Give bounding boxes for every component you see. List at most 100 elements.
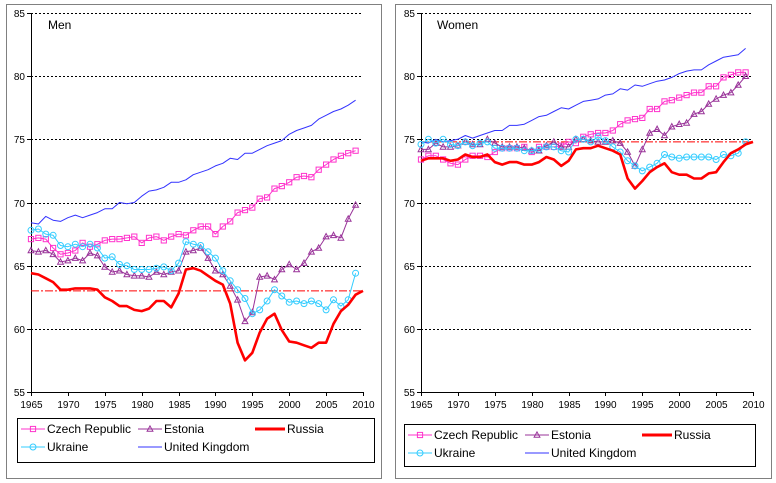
y-tick-label: 85 xyxy=(404,9,416,20)
marker-square-czech-republic xyxy=(330,156,337,163)
marker-circle-ukraine xyxy=(528,147,536,155)
marker-circle-ukraine xyxy=(263,297,271,305)
marker-triangle-estonia xyxy=(152,267,161,275)
marker-square-czech-republic xyxy=(264,194,271,201)
marker-triangle-estonia xyxy=(219,270,227,278)
marker-square-czech-republic xyxy=(300,172,308,180)
marker-circle-ukraine xyxy=(71,240,79,248)
series-line-russia xyxy=(30,266,364,362)
marker-circle-ukraine xyxy=(469,142,477,150)
legend-label-ukraine: Ukraine xyxy=(434,446,476,460)
marker-triangle-estonia xyxy=(727,88,735,96)
marker-triangle-estonia xyxy=(42,246,50,254)
marker-square-czech-republic xyxy=(182,232,190,239)
marker-circle-ukraine xyxy=(498,144,506,152)
marker-circle-ukraine xyxy=(29,443,37,451)
x-tick-label: 2000 xyxy=(668,400,691,411)
legend-item-united-kingdom: United Kingdom xyxy=(138,440,249,454)
marker-triangle-estonia xyxy=(314,243,323,251)
marker-square-czech-republic xyxy=(123,234,131,242)
marker-circle-ukraine xyxy=(624,157,632,165)
marker-circle-ukraine xyxy=(285,298,293,306)
y-tick-label: 60 xyxy=(14,325,26,336)
marker-square-czech-republic xyxy=(352,147,359,154)
marker-triangle-estonia xyxy=(616,138,624,146)
marker-square-czech-republic xyxy=(286,179,293,186)
x-tick-label: 1970 xyxy=(447,400,470,411)
legend: Czech Republic Estonia Russia Ukraine United… xyxy=(17,418,375,463)
marker-triangle-estonia xyxy=(93,251,102,259)
marker-triangle-estonia xyxy=(535,146,543,154)
marker-square-czech-republic xyxy=(735,69,742,76)
marker-circle-ukraine xyxy=(152,264,160,272)
marker-square-czech-republic xyxy=(35,234,42,242)
marker-circle-ukraine xyxy=(211,254,219,262)
marker-triangle-estonia xyxy=(498,142,506,150)
marker-square-czech-republic xyxy=(315,166,322,173)
y-tick-label: 55 xyxy=(404,388,416,399)
marker-triangle-estonia xyxy=(653,125,661,132)
x-tick-label: 1980 xyxy=(131,400,154,411)
marker-circle-ukraine xyxy=(483,138,491,146)
legend-label-estonia: Estonia xyxy=(551,428,591,442)
marker-circle-ukraine xyxy=(130,266,138,273)
marker-triangle-estonia xyxy=(623,147,632,155)
marker-triangle-estonia xyxy=(741,72,750,79)
marker-triangle-estonia xyxy=(182,247,190,255)
marker-triangle-estonia xyxy=(241,317,249,325)
marker-square-czech-republic xyxy=(64,249,72,257)
marker-circle-ukraine xyxy=(720,151,727,158)
marker-triangle-estonia xyxy=(734,80,742,88)
marker-square-czech-republic xyxy=(713,83,720,90)
marker-circle-ukraine xyxy=(315,300,323,308)
marker-square-czech-republic xyxy=(131,233,138,240)
marker-circle-ukraine xyxy=(226,277,234,285)
legend-item-estonia: Estonia xyxy=(525,428,591,442)
marker-circle-ukraine xyxy=(138,266,146,273)
marker-circle-ukraine xyxy=(432,139,440,147)
marker-square-czech-republic xyxy=(646,105,653,113)
marker-triangle-estonia xyxy=(439,142,447,150)
marker-square-czech-republic xyxy=(256,195,263,202)
panel-title: Women xyxy=(437,18,478,32)
marker-square-czech-republic xyxy=(609,127,616,134)
marker-triangle-estonia xyxy=(108,267,116,275)
marker-triangle-estonia xyxy=(461,137,470,145)
panel-men: 55 60 65 70 75 80 85 1965 1970 1975 1980 1985 1990 19… xyxy=(6,4,382,479)
x-tick-label: 1975 xyxy=(94,400,117,411)
marker-square-czech-republic xyxy=(602,129,609,137)
series-united-kingdom xyxy=(420,48,746,144)
series-united-kingdom xyxy=(30,99,356,225)
marker-circle-ukraine xyxy=(86,240,94,248)
marker-square-czech-republic xyxy=(668,97,675,104)
marker-triangle-estonia xyxy=(86,248,94,256)
marker-square-czech-republic xyxy=(94,241,101,248)
marker-triangle-estonia xyxy=(167,267,175,275)
marker-triangle-estonia xyxy=(660,131,669,139)
marker-circle-ukraine xyxy=(322,306,330,314)
marker-circle-ukraine xyxy=(57,242,64,249)
marker-triangle-estonia xyxy=(668,122,676,130)
marker-triangle-estonia xyxy=(719,90,728,98)
x-tick-label: 2000 xyxy=(278,400,301,411)
marker-triangle-estonia xyxy=(594,137,602,145)
marker-triangle-estonia xyxy=(71,253,80,261)
marker-triangle-estonia xyxy=(638,145,647,153)
marker-circle-ukraine xyxy=(219,267,227,275)
legend-item-czech-republic: Czech Republic xyxy=(21,422,131,436)
marker-circle-ukraine xyxy=(601,137,609,145)
marker-square-czech-republic xyxy=(595,129,602,137)
marker-triangle-estonia xyxy=(204,253,212,261)
x-tick-label: 1995 xyxy=(241,400,264,411)
marker-square-czech-republic xyxy=(227,218,234,225)
marker-triangle-estonia xyxy=(609,136,617,144)
marker-circle-ukraine xyxy=(542,143,550,151)
marker-circle-ukraine xyxy=(49,231,57,239)
marker-triangle-estonia xyxy=(292,265,301,273)
marker-square-czech-republic xyxy=(720,74,727,81)
marker-circle-ukraine xyxy=(491,144,499,152)
x-tick-label: 1995 xyxy=(631,400,654,411)
marker-square-czech-republic xyxy=(57,251,64,258)
marker-square-czech-republic xyxy=(705,83,712,90)
